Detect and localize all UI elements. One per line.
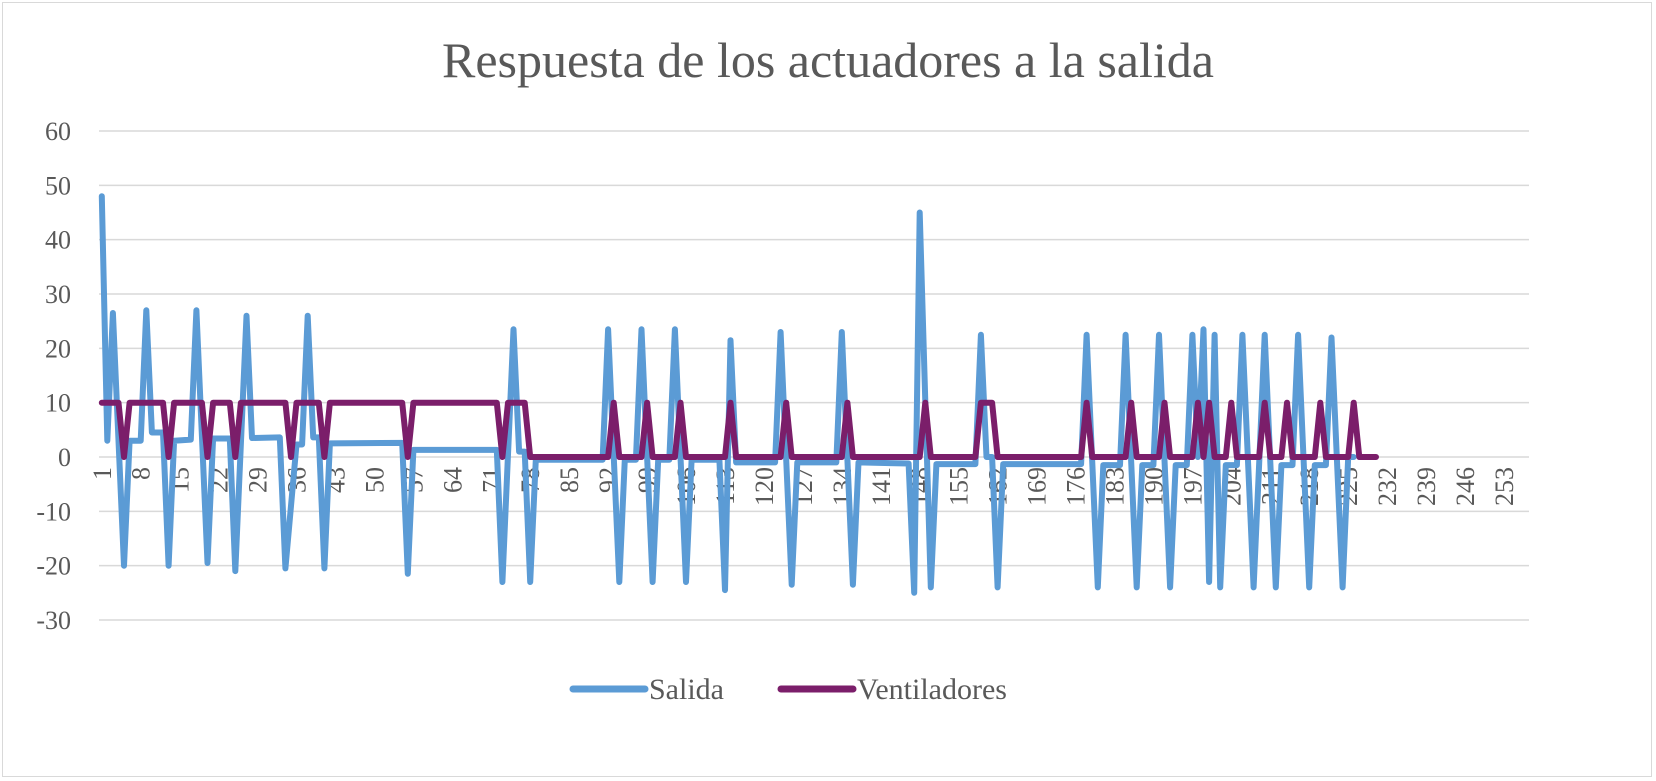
x-tick-label: 92	[594, 467, 623, 493]
series-line-ventiladores	[98, 399, 1379, 460]
x-tick-label: 162	[984, 467, 1013, 506]
x-tick-label: 50	[360, 467, 389, 493]
legend-label-salida: Salida	[649, 673, 724, 706]
y-tick-label: 40	[45, 226, 71, 255]
series-line-salida	[98, 193, 1357, 596]
y-tick-label: -30	[36, 606, 71, 635]
y-tick-label: 0	[58, 443, 71, 472]
x-tick-label: 176	[1062, 467, 1091, 506]
x-tick-label: 218	[1295, 467, 1324, 506]
y-tick-label: 50	[45, 171, 71, 200]
x-tick-label: 246	[1451, 467, 1480, 506]
y-tick-label: 60	[45, 117, 71, 146]
x-tick-label: 232	[1373, 467, 1402, 506]
x-tick-label: 155	[945, 467, 974, 506]
y-axis-ticks: 60 50 40 30 20 10 0 -10 -20 -30	[36, 117, 71, 635]
x-tick-label: 141	[867, 467, 896, 506]
chart-title: Respuesta de los actuadores a la salida	[442, 32, 1214, 88]
x-tick-label: 8	[127, 467, 156, 480]
x-tick-label: 78	[516, 467, 545, 493]
x-tick-label: 29	[244, 467, 273, 493]
x-tick-label: 169	[1023, 467, 1052, 506]
y-tick-label: 30	[45, 280, 71, 309]
x-tick-label: 253	[1490, 467, 1519, 506]
y-tick-label: -20	[36, 552, 71, 581]
x-tick-label: 64	[438, 467, 467, 493]
y-tick-label: -10	[36, 497, 71, 526]
legend: Salida Ventiladores	[569, 673, 1007, 706]
grid-layer	[99, 130, 1529, 621]
x-tick-label: 239	[1412, 467, 1441, 506]
x-tick-label: 134	[828, 467, 857, 506]
y-tick-label: 10	[45, 389, 71, 418]
x-tick-label: 85	[555, 467, 584, 493]
x-tick-label: 1	[88, 467, 117, 480]
x-tick-label: 71	[477, 467, 506, 493]
x-tick-label: 120	[750, 467, 779, 506]
x-tick-label: 197	[1178, 467, 1207, 506]
x-tick-label: 106	[672, 467, 701, 506]
legend-label-ventiladores: Ventiladores	[857, 673, 1007, 706]
y-tick-label: 20	[45, 334, 71, 363]
series-layer	[98, 193, 1379, 596]
